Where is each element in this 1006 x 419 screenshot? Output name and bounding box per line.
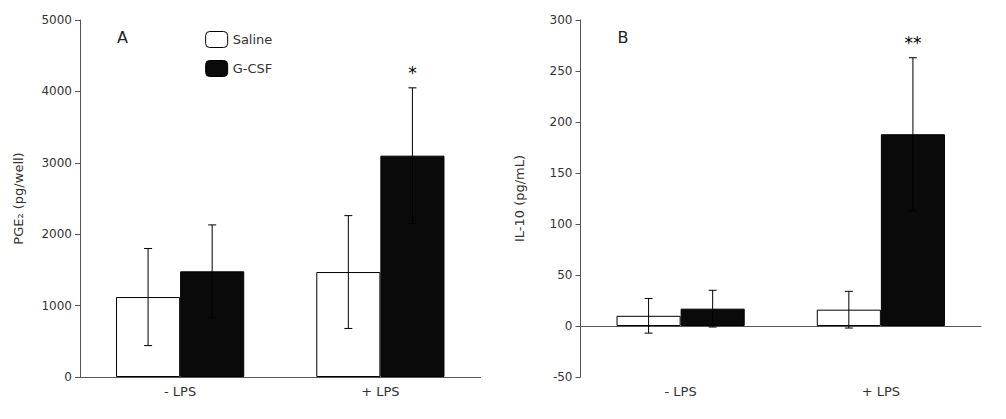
svg-text:*: *	[408, 63, 417, 83]
svg-text:- LPS: - LPS	[665, 384, 697, 399]
svg-text:0: 0	[64, 370, 72, 384]
svg-text:250: 250	[550, 64, 573, 78]
svg-text:150: 150	[550, 166, 573, 180]
svg-text:4000: 4000	[41, 84, 72, 98]
svg-text:0: 0	[565, 319, 573, 333]
svg-text:3000: 3000	[41, 156, 72, 170]
svg-text:200: 200	[550, 115, 573, 129]
svg-text:PGE₂ (pg/well): PGE₂ (pg/well)	[11, 152, 26, 244]
svg-text:**: **	[904, 33, 921, 53]
svg-text:50: 50	[557, 268, 572, 282]
svg-text:5000: 5000	[41, 13, 72, 27]
svg-text:+ LPS: + LPS	[862, 384, 900, 399]
svg-text:A: A	[117, 28, 128, 47]
svg-text:1000: 1000	[41, 299, 72, 313]
svg-text:IL-10 (pg/mL): IL-10 (pg/mL)	[512, 155, 527, 242]
svg-text:B: B	[618, 28, 629, 47]
svg-text:300: 300	[550, 13, 573, 27]
svg-text:G-CSF: G-CSF	[233, 61, 273, 76]
svg-text:Saline: Saline	[233, 32, 273, 47]
svg-text:2000: 2000	[41, 227, 72, 241]
svg-text:- LPS: - LPS	[164, 384, 196, 399]
svg-text:100: 100	[550, 217, 573, 231]
svg-text:-50: -50	[553, 370, 573, 384]
svg-text:+ LPS: + LPS	[361, 384, 399, 399]
